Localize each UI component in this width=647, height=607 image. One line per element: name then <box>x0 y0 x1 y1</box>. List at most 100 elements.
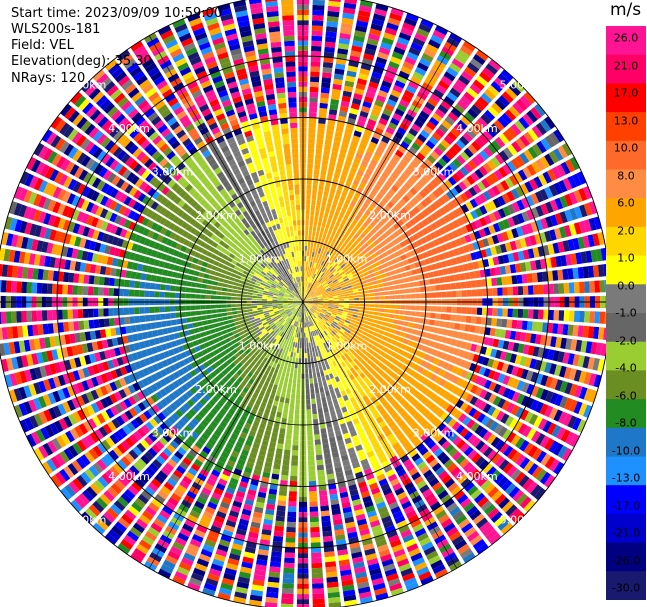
velocity-gate <box>362 355 369 362</box>
velocity-gate <box>328 0 341 8</box>
velocity-gate <box>403 283 410 288</box>
velocity-gate <box>435 313 441 320</box>
velocity-gate <box>377 254 384 260</box>
velocity-gate <box>339 343 346 349</box>
velocity-gate <box>338 223 345 230</box>
velocity-gate <box>318 113 327 119</box>
velocity-gate <box>551 424 562 438</box>
velocity-gate <box>358 165 367 173</box>
velocity-gate <box>447 330 454 337</box>
velocity-gate <box>379 188 387 196</box>
velocity-gate <box>487 449 498 461</box>
velocity-gate <box>340 249 346 255</box>
velocity-gate <box>368 311 375 315</box>
velocity-gate <box>308 465 316 471</box>
velocity-gate <box>369 242 376 249</box>
velocity-gate <box>364 345 371 352</box>
velocity-gate <box>465 382 474 392</box>
velocity-gate <box>519 183 529 195</box>
velocity-gate <box>330 187 336 194</box>
velocity-gate <box>452 143 462 153</box>
velocity-gate <box>417 133 427 143</box>
velocity-gate <box>424 279 430 286</box>
velocity-gate <box>477 496 489 508</box>
velocity-gate <box>314 387 320 394</box>
velocity-gate <box>533 284 539 295</box>
velocity-gate <box>271 473 280 480</box>
velocity-gate <box>495 245 502 255</box>
velocity-gate <box>392 154 401 162</box>
velocity-gate <box>405 375 413 383</box>
velocity-gate <box>283 381 288 388</box>
velocity-gate <box>535 433 546 446</box>
velocity-gate <box>341 284 347 289</box>
velocity-gate <box>408 146 418 155</box>
velocity-gate <box>540 389 549 401</box>
velocity-gate <box>321 273 327 279</box>
velocity-gate <box>511 215 520 226</box>
velocity-gate <box>506 431 517 443</box>
velocity-gate <box>444 321 451 329</box>
velocity-gate <box>490 348 498 358</box>
velocity-gate <box>313 174 319 180</box>
velocity-gate <box>395 41 408 51</box>
velocity-gate <box>364 297 370 300</box>
velocity-gate <box>306 199 311 205</box>
velocity-gate <box>498 133 510 145</box>
velocity-gate <box>497 195 506 206</box>
velocity-gate <box>354 323 360 329</box>
velocity-gate <box>467 449 478 460</box>
velocity-gate <box>492 287 498 296</box>
velocity-gate <box>490 436 501 448</box>
velocity-gate <box>403 136 413 146</box>
velocity-gate <box>506 465 518 478</box>
velocity-gate <box>447 418 457 428</box>
velocity-gate <box>408 127 419 137</box>
velocity-gate <box>457 264 465 273</box>
velocity-gate <box>297 337 300 343</box>
velocity-gate <box>314 159 321 165</box>
velocity-gate <box>397 248 405 256</box>
velocity-gate <box>338 152 346 160</box>
velocity-gate <box>560 429 571 443</box>
velocity-gate <box>547 322 554 334</box>
velocity-gate <box>549 377 559 390</box>
velocity-gate <box>324 144 331 151</box>
velocity-gate <box>411 269 418 275</box>
velocity-gate <box>354 297 360 301</box>
velocity-gate <box>510 404 520 416</box>
velocity-gate <box>391 274 398 280</box>
velocity-gate <box>562 177 573 191</box>
velocity-gate <box>362 286 369 291</box>
velocity-gate <box>275 390 281 397</box>
velocity-gate <box>548 309 554 321</box>
velocity-gate <box>486 466 497 478</box>
velocity-gate <box>562 352 570 364</box>
velocity-gate <box>384 304 391 309</box>
velocity-gate <box>406 164 416 173</box>
velocity-gate <box>310 308 315 313</box>
velocity-gate <box>569 383 578 397</box>
velocity-gate <box>293 373 297 379</box>
velocity-gate <box>346 247 353 254</box>
velocity-gate <box>348 275 354 280</box>
velocity-gate <box>295 337 299 343</box>
velocity-gate <box>321 222 326 229</box>
velocity-gate <box>320 311 326 316</box>
velocity-gate <box>313 377 318 384</box>
velocity-gate <box>415 305 421 311</box>
velocity-gate <box>396 189 405 198</box>
velocity-gate <box>385 180 393 188</box>
velocity-gate <box>316 309 321 313</box>
velocity-gate <box>412 71 424 81</box>
velocity-gate <box>553 310 560 321</box>
velocity-gate <box>552 270 559 281</box>
velocity-gate <box>527 285 534 295</box>
velocity-gate <box>322 233 327 240</box>
velocity-gate <box>345 209 352 217</box>
velocity-gate <box>531 161 541 174</box>
velocity-gate <box>497 476 509 488</box>
velocity-gate <box>583 404 593 418</box>
velocity-gate <box>460 341 468 349</box>
velocity-gate <box>289 480 298 487</box>
